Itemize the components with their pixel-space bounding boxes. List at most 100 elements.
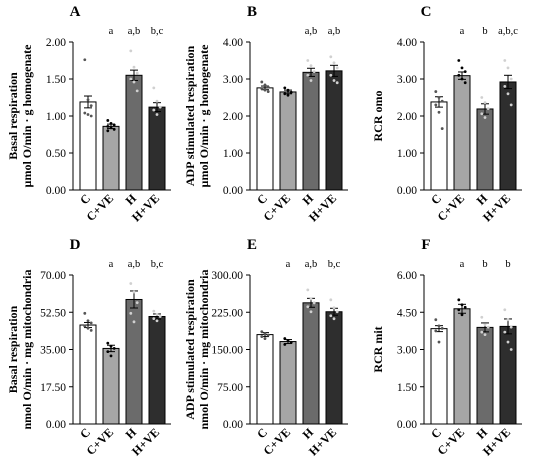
data-point bbox=[83, 324, 87, 328]
y-tick-label: 4.50 bbox=[397, 307, 417, 319]
y-tick-label: 0.50 bbox=[46, 148, 66, 160]
data-point bbox=[260, 335, 264, 338]
bar bbox=[476, 326, 494, 425]
data-point bbox=[106, 341, 110, 345]
data-point bbox=[460, 303, 464, 307]
significance-label: a,b bbox=[305, 259, 318, 270]
bar bbox=[148, 106, 166, 191]
significance-label: a bbox=[286, 259, 291, 270]
significance-label: a,b bbox=[128, 26, 141, 37]
bar bbox=[102, 347, 120, 425]
bar bbox=[476, 108, 494, 191]
data-point bbox=[509, 325, 513, 329]
data-point bbox=[155, 312, 159, 316]
data-point bbox=[135, 71, 139, 75]
data-point bbox=[86, 98, 90, 102]
y-tick-label: 2.00 bbox=[46, 37, 66, 49]
bar bbox=[256, 87, 274, 191]
y-tick-label: 1.50 bbox=[46, 74, 66, 86]
data-point bbox=[335, 66, 339, 70]
bar bbox=[279, 341, 297, 425]
bar bbox=[279, 91, 297, 191]
data-point bbox=[263, 88, 267, 92]
data-point bbox=[135, 301, 139, 305]
data-point bbox=[503, 330, 507, 334]
y-tick-label: 0.00 bbox=[46, 419, 66, 431]
significance-label: b,c bbox=[328, 259, 341, 270]
data-point bbox=[152, 86, 156, 90]
data-point bbox=[332, 61, 336, 65]
data-point bbox=[89, 114, 93, 118]
category-label: C+VE bbox=[260, 191, 293, 224]
data-point bbox=[266, 333, 270, 337]
significance-label: a,b bbox=[128, 259, 141, 270]
data-point bbox=[483, 333, 487, 336]
y-tick-label: 0.00 bbox=[397, 185, 417, 197]
data-point bbox=[434, 318, 438, 322]
category-label: C bbox=[428, 425, 444, 441]
data-point bbox=[335, 81, 339, 85]
data-point bbox=[112, 127, 116, 131]
data-point bbox=[86, 113, 90, 116]
data-point bbox=[83, 311, 87, 315]
data-point bbox=[457, 298, 461, 302]
data-point bbox=[289, 90, 293, 94]
bar bbox=[302, 71, 320, 191]
data-point bbox=[309, 79, 313, 82]
data-point bbox=[503, 308, 507, 312]
y-tick-label: 3.00 bbox=[397, 74, 417, 86]
bar bbox=[102, 125, 120, 191]
y-axis-title: RCR omo bbox=[371, 91, 385, 142]
data-point bbox=[83, 58, 87, 62]
y-tick-label: 35.00 bbox=[40, 345, 66, 357]
data-point bbox=[332, 306, 336, 310]
y-axis-title: µmol O/min · g homogenate bbox=[197, 44, 211, 188]
bar bbox=[499, 81, 517, 191]
data-point bbox=[106, 119, 110, 122]
significance-label: a,b bbox=[328, 26, 341, 37]
data-point bbox=[152, 317, 156, 321]
data-point bbox=[263, 337, 267, 340]
panel-d: D 0.00 17.50 35.00 52.50 70.00 Basal respirati… bbox=[6, 237, 171, 458]
data-point bbox=[260, 87, 264, 91]
panel-b: B 0.00 1.00 2.00 3.00 4.00 ADP stimulated resp… bbox=[183, 4, 348, 224]
data-point bbox=[109, 344, 113, 348]
bar bbox=[453, 75, 471, 191]
data-point bbox=[309, 64, 313, 68]
y-tick-label: 0.00 bbox=[397, 419, 417, 431]
significance-label: a bbox=[460, 259, 465, 270]
data-point bbox=[86, 326, 90, 330]
data-point bbox=[440, 99, 444, 103]
data-point bbox=[260, 330, 264, 334]
y-tick-label: 1.00 bbox=[223, 148, 243, 160]
data-point bbox=[283, 86, 287, 90]
data-point bbox=[306, 305, 310, 309]
data-point bbox=[509, 348, 513, 351]
category-label: C bbox=[254, 191, 270, 207]
data-point bbox=[266, 90, 270, 93]
bar bbox=[430, 101, 448, 191]
data-point bbox=[129, 311, 133, 315]
y-tick-label: 150.00 bbox=[211, 345, 243, 357]
data-point bbox=[463, 81, 467, 85]
category-label: C+VE bbox=[260, 425, 293, 458]
data-point bbox=[440, 326, 444, 330]
significance-label: b bbox=[505, 259, 510, 270]
category-label: C+VE bbox=[83, 191, 116, 224]
data-point bbox=[112, 123, 116, 127]
data-point bbox=[460, 313, 464, 317]
y-tick-label: 0.00 bbox=[223, 419, 243, 431]
y-axis-title: nmol O/min · mg mitochondria bbox=[197, 269, 211, 429]
y-tick-label: 0.00 bbox=[223, 185, 243, 197]
data-point bbox=[506, 92, 510, 96]
data-point bbox=[135, 89, 139, 93]
y-tick-label: 75.00 bbox=[217, 382, 243, 394]
data-point bbox=[132, 320, 136, 324]
data-point bbox=[152, 309, 156, 313]
y-tick-label: 3.00 bbox=[223, 74, 243, 86]
data-point bbox=[483, 323, 487, 327]
data-point bbox=[89, 328, 93, 332]
